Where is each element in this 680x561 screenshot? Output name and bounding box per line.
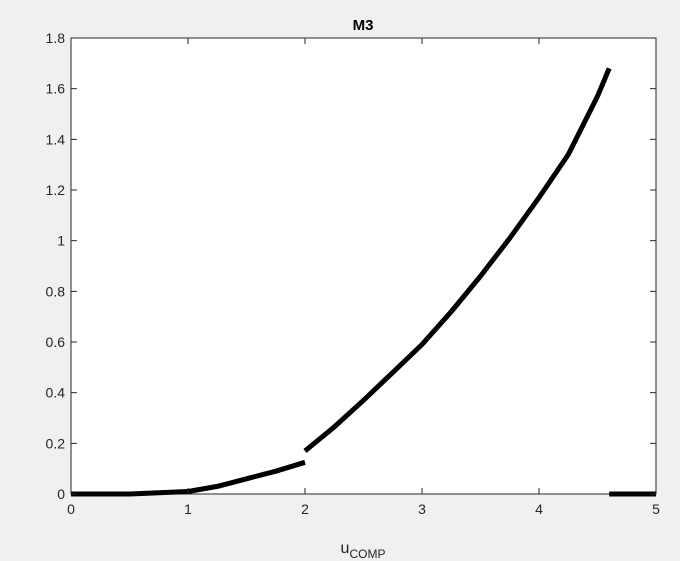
x-tick-label-5: 5 [652, 501, 660, 517]
y-tick-label-2: 0.4 [46, 385, 66, 401]
x-axis-label-subscript: COMP [349, 547, 385, 561]
x-tick-label-1: 1 [184, 501, 192, 517]
y-tick-label-3: 0.6 [46, 334, 66, 350]
x-tick-label-4: 4 [535, 501, 543, 517]
y-tick-label-9: 1.8 [46, 30, 66, 46]
y-tick-label-8: 1.6 [46, 81, 66, 97]
x-axis-ticks: 0 1 2 3 4 5 [67, 38, 660, 517]
y-tick-label-5: 1 [57, 233, 65, 249]
y-tick-label-4: 0.8 [46, 283, 66, 299]
x-axis-label-main: u [341, 540, 350, 557]
series-line-segment-2 [187, 459, 306, 494]
plot-area [70, 37, 657, 495]
y-tick-label-0: 0 [57, 486, 65, 502]
x-tick-label-3: 3 [418, 501, 426, 517]
y-tick-label-6: 1.2 [46, 182, 66, 198]
x-tick-label-0: 0 [67, 501, 75, 517]
x-axis-label: uCOMP [341, 540, 386, 561]
chart-title: M3 [353, 17, 374, 34]
series-line-segment-1 [71, 489, 189, 497]
y-tick-label-7: 1.4 [46, 131, 66, 147]
x-tick-label-2: 2 [301, 501, 309, 517]
series-layer [71, 67, 656, 497]
y-axis-ticks: 0 0.2 0.4 0.6 0.8 1 1.2 1.4 1.6 1.8 [46, 30, 656, 502]
series-line-segment-3 [303, 67, 612, 453]
y-tick-label-1: 0.2 [46, 435, 66, 451]
